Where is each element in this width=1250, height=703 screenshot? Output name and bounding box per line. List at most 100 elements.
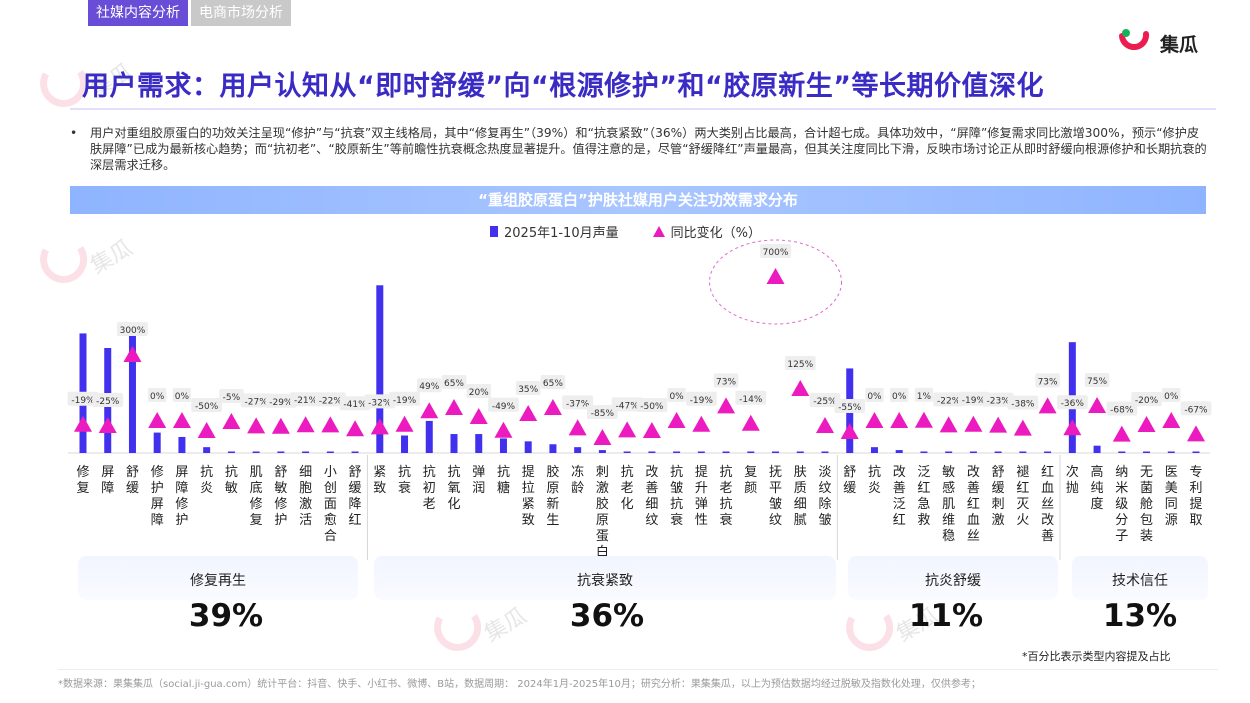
data-label-bg bbox=[760, 244, 791, 258]
volume-bar bbox=[203, 447, 211, 453]
yoy-data-label: -19% bbox=[690, 396, 714, 406]
volume-bar bbox=[475, 434, 483, 453]
yoy-data-label: -36% bbox=[1061, 399, 1085, 409]
group-panel-repair: 修复再生 bbox=[78, 556, 358, 600]
volume-bar bbox=[153, 432, 161, 453]
volume-bar bbox=[1118, 451, 1126, 453]
data-label-bg bbox=[562, 395, 594, 410]
yoy-data-label: -19% bbox=[71, 396, 95, 406]
category-label: 修复 bbox=[76, 465, 89, 496]
yoy-triangle bbox=[247, 417, 266, 434]
yoy-data-label: 0% bbox=[867, 392, 882, 402]
data-label-bg bbox=[1180, 401, 1212, 416]
data-label-bg bbox=[1106, 401, 1138, 416]
summary-text: 用户对重组胶原蛋白的功效关注呈现“修护”与“抗衰”双主线格局，其中“修复再生”（… bbox=[90, 126, 1207, 172]
yoy-triangle bbox=[469, 408, 488, 424]
yoy-data-label: 35% bbox=[518, 385, 538, 395]
data-label-bg bbox=[290, 392, 321, 407]
yoy-data-label: 0% bbox=[1164, 392, 1179, 402]
data-label-bg bbox=[1131, 392, 1162, 406]
volume-bar bbox=[1019, 451, 1027, 453]
group-name: 修复再生 bbox=[190, 573, 246, 589]
watermark: 集瓜 bbox=[40, 56, 160, 120]
watermark: 集瓜 bbox=[846, 600, 966, 664]
category-label: 次抛 bbox=[1066, 464, 1079, 496]
yoy-data-label: -85% bbox=[591, 409, 615, 419]
data-label-bg bbox=[339, 396, 371, 411]
yoy-data-label: -38% bbox=[1011, 400, 1035, 410]
yoy-triangle bbox=[197, 422, 216, 438]
volume-bar bbox=[673, 451, 681, 453]
volume-bar bbox=[772, 451, 780, 453]
yoy-triangle bbox=[519, 405, 538, 421]
yoy-triangle bbox=[346, 420, 365, 437]
volume-bar bbox=[796, 451, 804, 453]
yoy-data-label: 73% bbox=[716, 377, 736, 387]
data-label-bg bbox=[515, 381, 541, 395]
yoy-triangle bbox=[840, 423, 859, 439]
data-label-bg bbox=[914, 387, 934, 402]
category-label: 舒缓降红 bbox=[349, 465, 362, 528]
yoy-triangle bbox=[1137, 416, 1156, 432]
yoy-triangle bbox=[791, 380, 810, 396]
yoy-triangle bbox=[445, 399, 463, 415]
category-label: 抗初老 bbox=[423, 465, 436, 512]
yoy-triangle bbox=[1038, 397, 1057, 414]
data-label-bg bbox=[67, 391, 99, 406]
category-label: 提升弹性 bbox=[695, 464, 708, 528]
watermark-logo-icon: 集瓜 bbox=[434, 604, 531, 651]
data-label-bg bbox=[1035, 373, 1060, 388]
data-label-bg bbox=[364, 394, 396, 409]
yoy-data-label: -25% bbox=[96, 397, 120, 407]
yoy-data-label: -20% bbox=[1135, 396, 1159, 406]
category-label: 胶原新生 bbox=[546, 464, 559, 528]
yoy-data-label: 75% bbox=[1087, 377, 1107, 387]
yoy-triangle bbox=[642, 422, 661, 438]
group-panel-soothing: 抗炎舒缓 bbox=[848, 556, 1058, 600]
category-label: 抗氧化 bbox=[447, 465, 460, 512]
data-label-bg bbox=[1056, 395, 1088, 410]
volume-bar bbox=[1143, 451, 1151, 453]
volume-bar bbox=[969, 451, 977, 453]
yoy-data-label: -23% bbox=[987, 397, 1011, 407]
category-label: 屏障修护 bbox=[175, 465, 188, 528]
yoy-data-label: 73% bbox=[1038, 377, 1058, 387]
yoy-triangle bbox=[717, 397, 736, 414]
category-label: 抚平皱纹 bbox=[769, 465, 782, 528]
jigua-logo-icon bbox=[1119, 29, 1150, 50]
tab-ecommerce-market[interactable]: 电商市场分析 bbox=[191, 0, 291, 26]
volume-bar bbox=[351, 451, 359, 453]
category-label: 纳米级分子 bbox=[1115, 465, 1128, 544]
yoy-triangle bbox=[395, 415, 414, 432]
legend-item-volume: 2025年1-10月声量 bbox=[490, 222, 619, 241]
yoy-data-label: -47% bbox=[616, 401, 640, 411]
footnote: *百分比表示类型内容提及占比 bbox=[1022, 650, 1171, 663]
yoy-triangle bbox=[494, 421, 513, 438]
footer-divider bbox=[58, 669, 1218, 670]
volume-bar bbox=[376, 285, 384, 453]
yoy-triangle bbox=[989, 416, 1008, 433]
tab-social-content[interactable]: 社媒内容分析 bbox=[88, 0, 188, 26]
category-label: 淡纹除皱 bbox=[818, 465, 831, 528]
data-label-bg bbox=[191, 398, 223, 412]
category-label: 舒缓刺激 bbox=[992, 465, 1005, 528]
data-label-bg bbox=[240, 393, 272, 408]
data-label-bg bbox=[685, 391, 717, 406]
group-percent: 13% bbox=[1102, 598, 1178, 634]
group-panel-tech: 技术信任 bbox=[1072, 556, 1208, 600]
data-label-bg bbox=[488, 397, 519, 412]
yoy-data-label: -27% bbox=[245, 397, 269, 407]
watermark-logo-icon: 集瓜 bbox=[40, 60, 137, 107]
category-label: 无菌舱包装 bbox=[1140, 465, 1153, 544]
yoy-triangle bbox=[865, 412, 884, 428]
watermark-logo-icon: 集瓜 bbox=[40, 236, 137, 283]
yoy-triangle bbox=[568, 419, 587, 436]
category-label: 高纯度 bbox=[1091, 464, 1104, 512]
legend-item-yoy: 同比变化（%） bbox=[652, 222, 761, 241]
yoy-data-label: -68% bbox=[1110, 406, 1134, 416]
yoy-data-label: -22% bbox=[937, 396, 961, 406]
yoy-data-label: 0% bbox=[669, 392, 684, 402]
category-label: 小创面愈合 bbox=[324, 465, 337, 544]
brand-logo: 集瓜 bbox=[1118, 28, 1198, 58]
volume-bar bbox=[178, 436, 186, 453]
